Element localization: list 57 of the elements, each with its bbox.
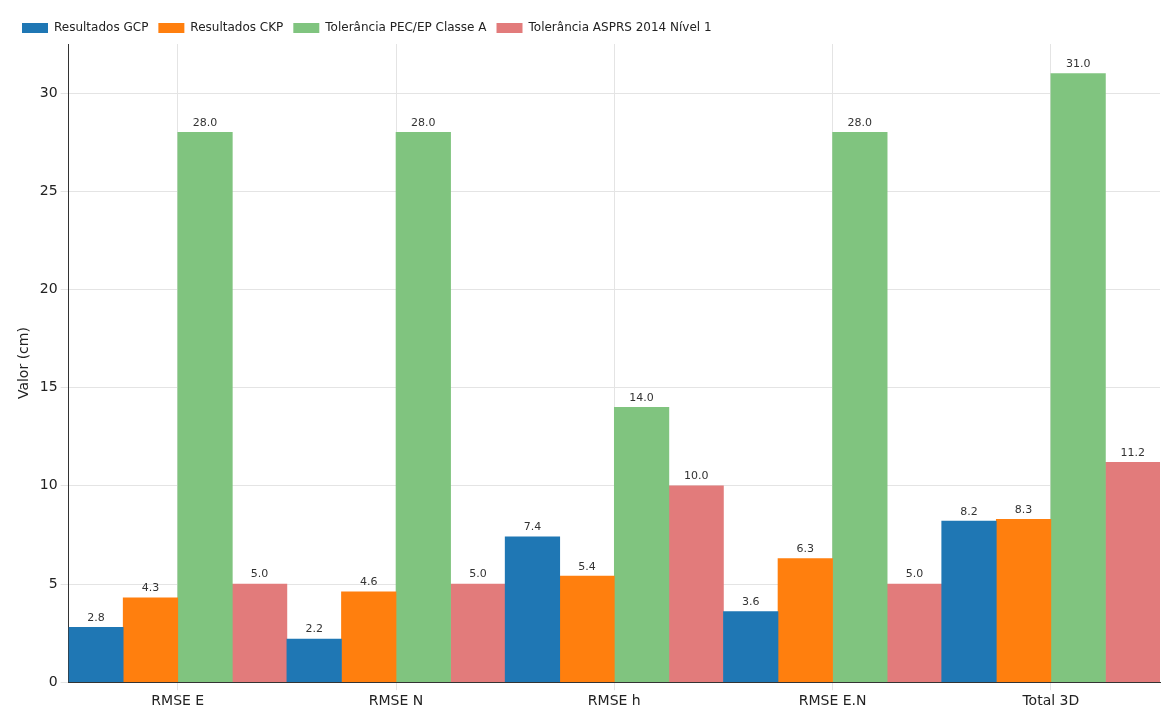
y-tick-label: 30 <box>39 83 58 100</box>
y-tick-label: 15 <box>39 378 58 395</box>
data-label: 5.0 <box>905 567 924 581</box>
bar <box>941 520 997 683</box>
bar <box>613 406 670 683</box>
bar <box>504 536 561 683</box>
x-tick-label: RMSE E <box>151 692 205 709</box>
bar <box>832 132 888 683</box>
data-label: 5.4 <box>578 559 596 573</box>
bar <box>395 132 451 683</box>
y-axis-title: Valor (cm) <box>15 327 32 400</box>
bar <box>1105 461 1160 683</box>
bar <box>450 583 506 683</box>
x-tick-label: Total 3D <box>1021 692 1080 709</box>
bar <box>231 583 288 683</box>
data-label: 7.4 <box>523 520 542 534</box>
y-tick-label: 5 <box>48 574 58 591</box>
y-tick-label: 0 <box>48 672 58 689</box>
data-label: 3.6 <box>741 594 760 608</box>
y-tick-label: 20 <box>39 280 58 297</box>
data-label: 11.2 <box>1120 445 1145 459</box>
data-label: 28.0 <box>847 115 873 129</box>
bar <box>177 132 233 683</box>
data-label: 10.0 <box>683 469 709 483</box>
legend-label: Tolerância PEC/EP Classe A <box>324 20 488 35</box>
data-label: 8.2 <box>960 504 978 518</box>
bar <box>1050 73 1106 683</box>
bar <box>559 575 615 683</box>
bar <box>286 638 342 683</box>
data-label: 5.0 <box>469 567 487 581</box>
legend-label: Tolerância ASPRS 2014 Nível 1 <box>527 20 712 35</box>
data-label: 2.8 <box>87 610 105 624</box>
bar <box>122 597 179 683</box>
bar <box>723 611 779 683</box>
data-label: 4.3 <box>141 581 160 595</box>
bar <box>995 518 1052 683</box>
bar <box>668 485 724 683</box>
data-label: 4.6 <box>360 575 378 589</box>
data-label: 5.0 <box>250 567 269 581</box>
data-label: 2.2 <box>305 622 323 636</box>
data-label: 31.0 <box>1065 56 1091 70</box>
data-label: 28.0 <box>411 115 436 129</box>
bar <box>341 591 397 683</box>
data-label: 28.0 <box>192 115 218 129</box>
bar <box>886 583 943 683</box>
data-label: 14.0 <box>629 390 654 404</box>
y-tick-label: 25 <box>39 181 58 198</box>
bar <box>68 626 124 683</box>
data-label: 6.3 <box>796 541 815 555</box>
legend-label: Resultados CKP <box>190 20 284 35</box>
bar <box>777 558 833 683</box>
legend-label: Resultados GCP <box>54 20 149 35</box>
x-tick-label: RMSE N <box>368 692 424 709</box>
x-tick-label: RMSE h <box>587 692 641 709</box>
x-tick-label: RMSE E.N <box>798 692 867 709</box>
data-label: 8.3 <box>1014 502 1033 516</box>
y-tick-label: 10 <box>39 476 58 493</box>
